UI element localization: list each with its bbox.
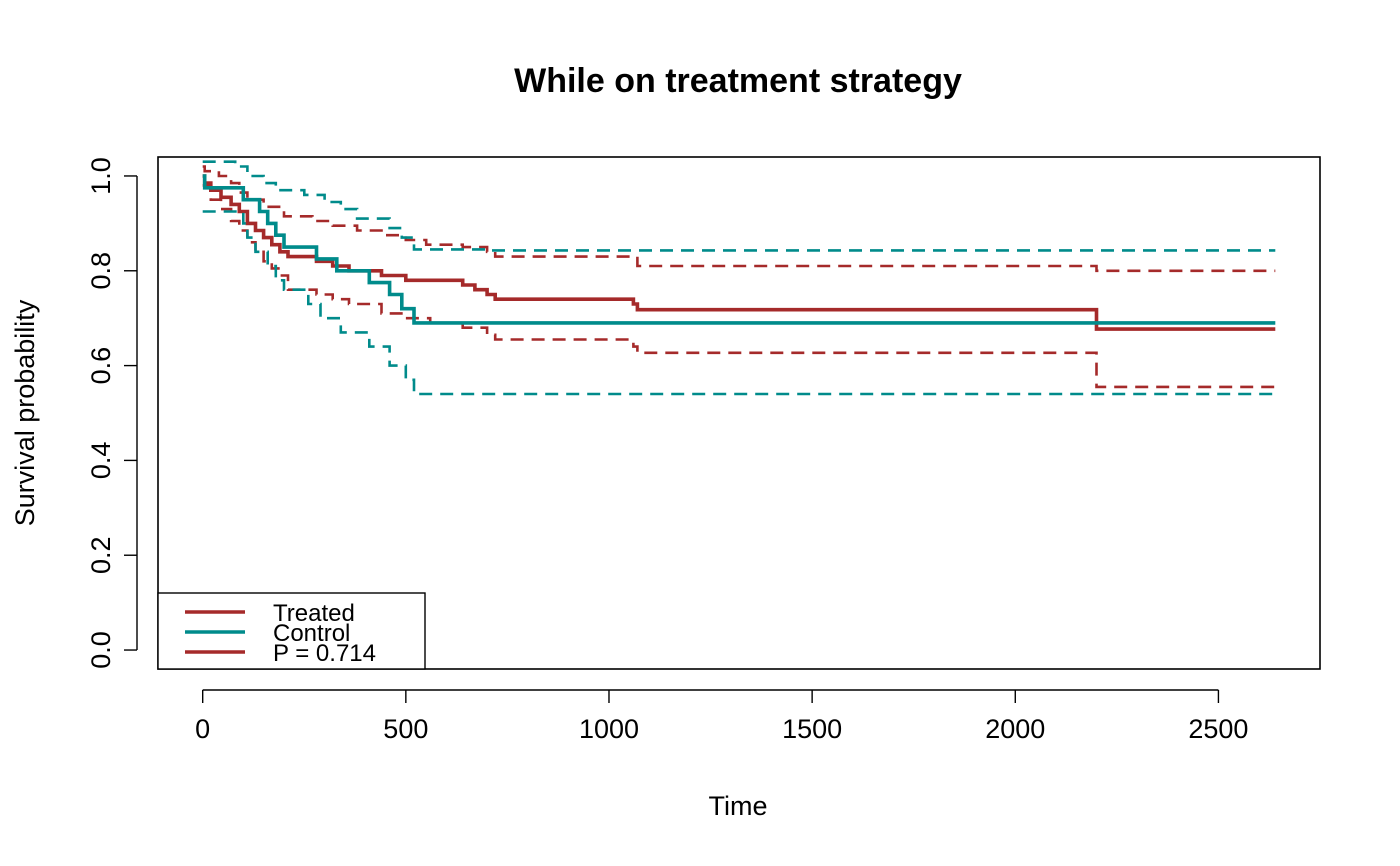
y-tick-label: 0.0 [86,631,116,669]
x-tick-label: 2500 [1188,714,1248,744]
legend-label-treated: Treated [273,600,355,627]
series-treated-lower [202,184,1276,389]
plot-frame [157,156,1321,670]
series-control-upper [202,160,1276,252]
chart-title: While on treatment strategy [514,62,962,100]
series-control-lower [202,210,1276,396]
x-axis-label: Time [709,791,768,821]
x-axis: 0 500 1000 1500 2000 2500 [195,689,1248,744]
y-tick-label: 0.2 [86,536,116,574]
y-tick-label: 0.6 [86,347,116,385]
x-tick-label: 1000 [579,714,639,744]
y-tick-label: 0.4 [86,442,116,480]
series-layer [202,160,1276,396]
series-treated [202,174,1276,331]
x-tick-label: 2000 [985,714,1045,744]
x-tick-label: 0 [195,714,210,744]
legend-label-pvalue: P = 0.714 [273,640,376,667]
y-axis: 0.0 0.2 0.4 0.6 0.8 1.0 [86,157,138,669]
legend-label-control: Control [273,620,350,647]
series-treated-upper [202,165,1276,273]
y-tick-label: 1.0 [86,157,116,195]
x-tick-label: 1500 [782,714,842,744]
legend: Treated Control P = 0.714 [157,592,426,670]
y-tick-label: 0.8 [86,252,116,290]
y-axis-label: Survival probability [10,299,40,526]
series-control [202,174,1276,325]
x-tick-label: 500 [383,714,428,744]
